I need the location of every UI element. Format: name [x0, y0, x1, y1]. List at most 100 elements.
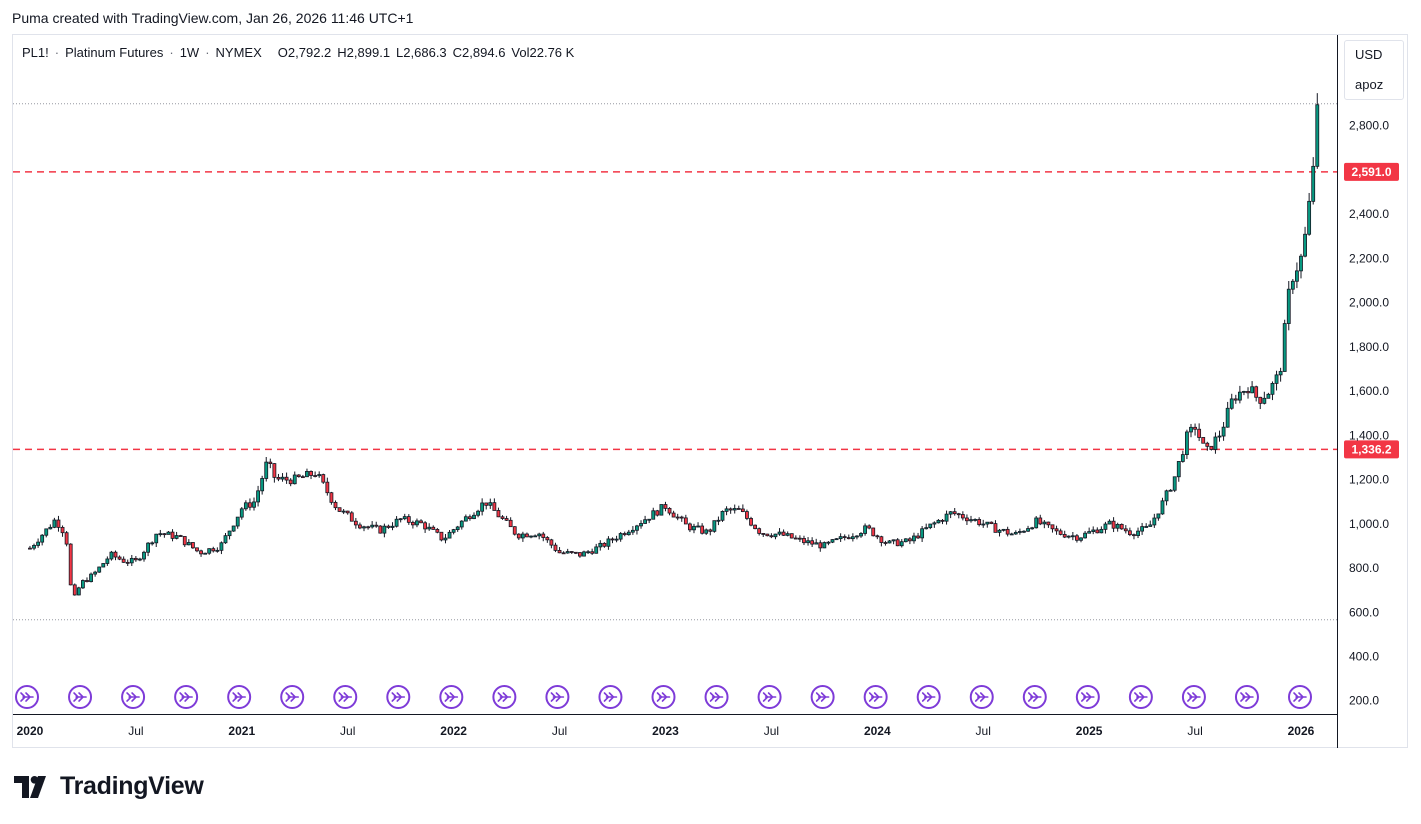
candle-up [44, 528, 49, 536]
event-marker-icon[interactable] [1022, 685, 1047, 709]
candle-down [907, 538, 912, 542]
event-marker-icon[interactable] [1234, 685, 1259, 709]
candle-down [753, 524, 757, 530]
candle-down [504, 518, 509, 521]
candle-down [500, 516, 505, 519]
event-marker-icon[interactable] [1288, 685, 1312, 709]
candle-up [1140, 526, 1145, 532]
candle-down [435, 529, 440, 533]
candle-down [1119, 523, 1124, 530]
candle-down [1193, 426, 1197, 430]
x-tick-label: Jul [128, 724, 143, 738]
event-marker-icon[interactable] [174, 685, 199, 709]
candle-down [1095, 529, 1100, 534]
event-marker-icon[interactable] [333, 685, 358, 709]
candle-down [178, 535, 183, 537]
legend-high-label: H [337, 45, 347, 60]
candle-up [398, 518, 403, 521]
candle-down [895, 539, 900, 547]
candle-down [325, 481, 330, 494]
candle-up [777, 531, 782, 535]
candle-up [785, 533, 790, 536]
event-marker-icon[interactable] [810, 685, 835, 709]
candle-up [215, 549, 220, 552]
candle-up [647, 518, 652, 521]
event-marker-icon[interactable] [492, 685, 517, 709]
candle-up [586, 551, 590, 554]
legend-volume-value: 22.76 K [529, 45, 575, 60]
candle-up [1189, 426, 1193, 433]
candle-down [162, 533, 167, 536]
event-marker-icon[interactable] [704, 685, 729, 709]
candle-down [56, 519, 61, 528]
candle-up [981, 523, 986, 526]
candle-down [60, 526, 65, 534]
candle-down [1209, 445, 1214, 450]
event-marker-icon[interactable] [1128, 685, 1153, 709]
currency-unit-box[interactable]: USD apoz [1344, 40, 1404, 100]
candle-down [496, 510, 501, 518]
candle-up [174, 535, 179, 539]
horizontal-line-price-badge [1344, 440, 1399, 459]
event-marker-icon[interactable] [545, 685, 570, 709]
event-marker-arrow [974, 692, 989, 702]
candle-up [488, 502, 493, 506]
event-marker-arrow [179, 692, 193, 702]
candle-up [924, 527, 929, 530]
event-marker-icon[interactable] [757, 685, 782, 709]
candle-down [284, 476, 289, 481]
candle-up [1307, 200, 1312, 235]
candle-up [969, 519, 973, 522]
candle-down [525, 533, 529, 538]
event-marker-icon[interactable] [1181, 685, 1206, 709]
event-marker-arrow [1293, 692, 1307, 702]
legend-open: O2,792.2 [278, 45, 332, 60]
candle-up [1311, 165, 1316, 202]
candle-down [569, 551, 574, 553]
event-marker-icon[interactable] [651, 685, 676, 709]
candle-down [268, 461, 273, 464]
candle-up [1237, 391, 1242, 401]
candle-up [834, 538, 839, 541]
candle-up [1017, 531, 1022, 533]
candle-down [1005, 528, 1010, 535]
event-marker-icon[interactable] [15, 685, 39, 709]
event-marker-icon[interactable] [969, 685, 994, 709]
event-marker-icon[interactable] [121, 685, 146, 709]
candle-up [704, 529, 709, 534]
candle-up [1091, 529, 1096, 532]
event-marker-arrow [815, 692, 830, 702]
candle-up [36, 541, 40, 546]
event-marker-icon[interactable] [227, 685, 252, 709]
candle-down [610, 538, 615, 541]
event-marker-icon[interactable] [386, 685, 411, 709]
candle-up [635, 525, 639, 531]
candle-down [333, 501, 338, 509]
candle-up [639, 523, 643, 527]
candle-up [773, 533, 778, 538]
candle-down [374, 524, 379, 527]
candle-up [1250, 386, 1255, 394]
candle-up [1185, 431, 1189, 456]
candle-down [121, 558, 126, 563]
event-marker-icon[interactable] [863, 685, 888, 709]
event-marker-icon[interactable] [1075, 685, 1100, 709]
event-marker-icon[interactable] [439, 685, 464, 709]
candle-down [960, 514, 965, 519]
candle-up [280, 476, 285, 480]
candle-up [1242, 390, 1246, 393]
y-tick-label: 1,600.0 [1349, 384, 1389, 398]
candle-down [883, 542, 888, 544]
event-marker-icon[interactable] [598, 685, 623, 709]
event-marker-icon[interactable] [280, 685, 305, 709]
candle-up [606, 538, 611, 547]
candle-up [415, 520, 419, 526]
candle-up [1217, 435, 1222, 438]
candle-up [932, 522, 937, 525]
event-marker-icon[interactable] [68, 685, 93, 709]
candle-up [101, 563, 106, 568]
event-marker-icon[interactable] [916, 685, 941, 709]
horizontal-line-price-label: 1,336.2 [1351, 442, 1391, 456]
candle-up [1180, 454, 1185, 462]
